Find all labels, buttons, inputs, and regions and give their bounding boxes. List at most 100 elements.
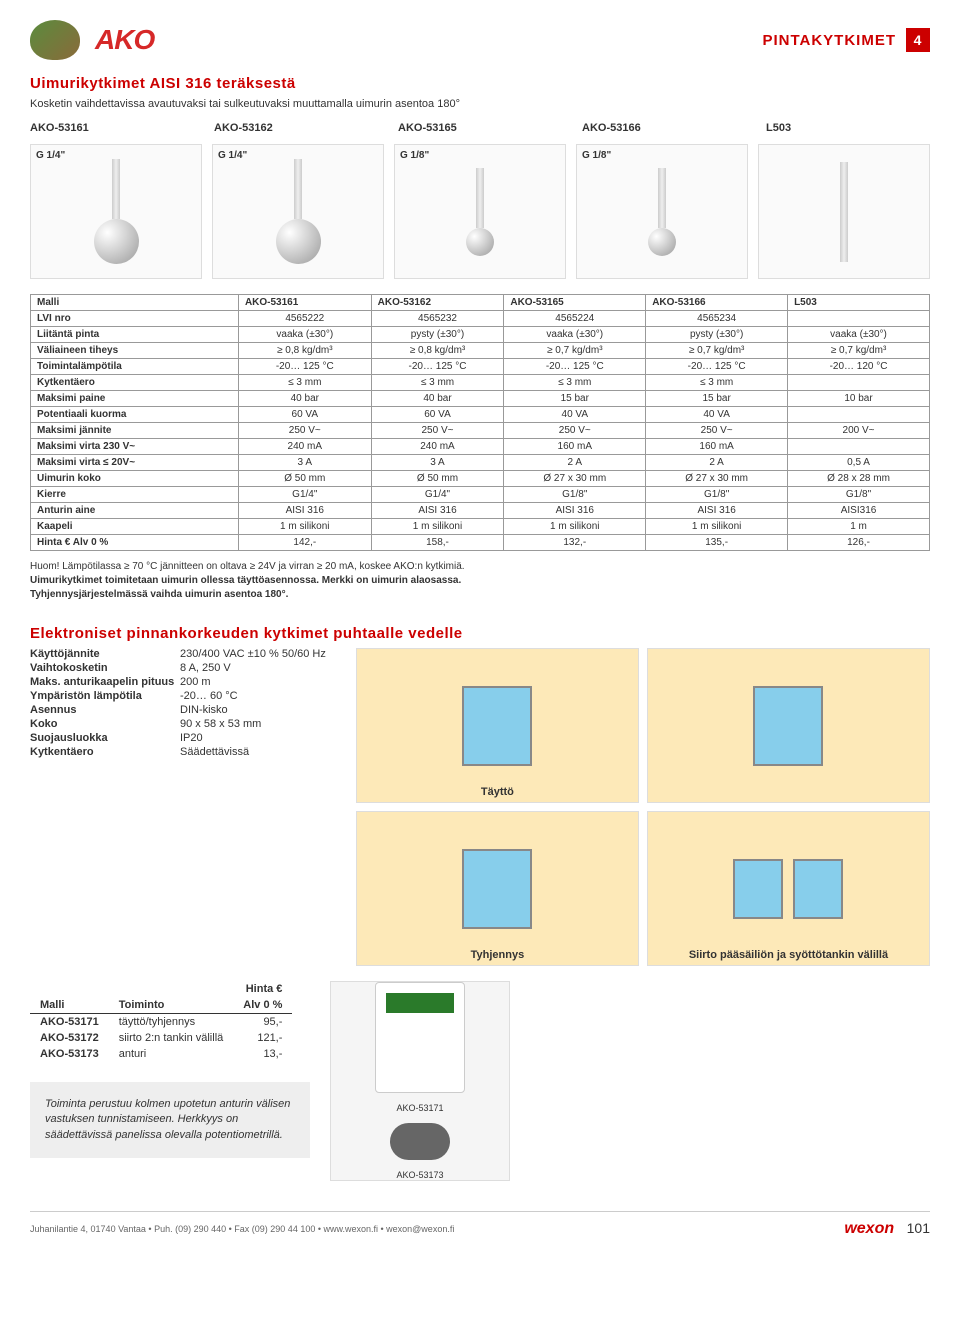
table-cell: 2 A [646, 455, 788, 471]
table-cell: pysty (±30°) [646, 327, 788, 343]
page-title: PINTAKYTKIMET [762, 32, 896, 49]
wexon-logo: wexon [844, 1220, 894, 1237]
table-row: Väliaineen tiheys≥ 0,8 kg/dm³≥ 0,8 kg/dm… [31, 343, 930, 359]
table-row: Maksimi jännite250 V~250 V~250 V~250 V~2… [31, 423, 930, 439]
model-label: AKO-53162 [214, 122, 378, 134]
table-cell: 4565222 [238, 311, 371, 327]
table-header: L503 [788, 295, 930, 311]
spec-row: SuojausluokkaIP20 [30, 732, 326, 744]
table-cell: 40 VA [504, 407, 646, 423]
float-diagram: G 1/8" [576, 144, 748, 279]
table-cell: 250 V~ [238, 423, 371, 439]
note-line: Huom! Lämpötilassa ≥ 70 °C jännitteen on… [30, 561, 930, 572]
stem-icon [112, 159, 120, 219]
price-col-header: Toiminto [109, 997, 234, 1014]
spec-row: Maks. anturikaapelin pituus200 m [30, 676, 326, 688]
table-cell: 3 A [238, 455, 371, 471]
table-cell: -20… 125 °C [371, 359, 504, 375]
table-header: Malli [31, 295, 239, 311]
table-cell: Väliaineen tiheys [31, 343, 239, 359]
wiring-label: Siirto pääsäiliön ja syöttötankin välill… [689, 949, 888, 961]
table-cell: Ø 27 x 30 mm [504, 471, 646, 487]
spec-label: Ympäristön lämpötila [30, 690, 180, 702]
table-cell: 142,- [238, 535, 371, 551]
price-col-header [30, 981, 109, 997]
table-cell: 240 mA [371, 439, 504, 455]
table-header: AKO-53162 [371, 295, 504, 311]
table-cell: 1 m silikoni [646, 519, 788, 535]
table-cell: 15 bar [504, 391, 646, 407]
table-cell [788, 407, 930, 423]
table-cell: ≥ 0,7 kg/dm³ [504, 343, 646, 359]
table-cell: 250 V~ [646, 423, 788, 439]
section1-title: Uimurikytkimet AISI 316 teräksestä [30, 75, 930, 92]
table-cell: 60 VA [238, 407, 371, 423]
section-number: 4 [906, 28, 930, 52]
spec-value: 200 m [180, 676, 211, 688]
tank-icon [753, 686, 823, 766]
price-table: Hinta € Malli Toiminto Alv 0 % AKO-53171… [30, 981, 292, 1062]
float-ball-icon [94, 219, 139, 264]
tank-icon [793, 859, 843, 919]
table-cell: G1/4" [238, 487, 371, 503]
table-row: Hinta € Alv 0 %142,-158,-132,-135,-126,- [31, 535, 930, 551]
table-cell [788, 375, 930, 391]
spec-label: Asennus [30, 704, 180, 716]
table-cell: ≤ 3 mm [238, 375, 371, 391]
float-diagram: G 1/4" [30, 144, 202, 279]
table-cell: Kytkentäero [31, 375, 239, 391]
table-cell: G1/4" [371, 487, 504, 503]
price-col-header: Malli [30, 997, 109, 1014]
table-cell: Ø 50 mm [238, 471, 371, 487]
table-cell: Ø 27 x 30 mm [646, 471, 788, 487]
table-cell: Maksimi jännite [31, 423, 239, 439]
price-col-header: Alv 0 % [233, 997, 292, 1014]
wiring-diagram: Siirto pääsäiliön ja syöttötankin välill… [647, 811, 930, 966]
model-label: AKO-53165 [398, 122, 562, 134]
spec-row: Ympäristön lämpötila-20… 60 °C [30, 690, 326, 702]
spec-value: -20… 60 °C [180, 690, 238, 702]
wiring-diagram: Täyttö [356, 648, 639, 803]
table-cell: G1/8" [788, 487, 930, 503]
table-cell: pysty (±30°) [371, 327, 504, 343]
wiring-label: Tyhjennys [471, 949, 525, 961]
wiring-diagram: Tyhjennys [356, 811, 639, 966]
spec-row: KytkentäeroSäädettävissä [30, 746, 326, 758]
table-row: Maksimi paine40 bar40 bar15 bar15 bar10 … [31, 391, 930, 407]
table-cell: 2 A [504, 455, 646, 471]
float-ball-icon [276, 219, 321, 264]
float-diagram [758, 144, 930, 279]
table-row: KierreG1/4"G1/4"G1/8"G1/8"G1/8" [31, 487, 930, 503]
table-row: Kaapeli1 m silikoni1 m silikoni1 m silik… [31, 519, 930, 535]
spec-row: Vaihtokosketin8 A, 250 V [30, 662, 326, 674]
table-cell: 40 bar [371, 391, 504, 407]
table-cell: 160 mA [646, 439, 788, 455]
table-header: AKO-53165 [504, 295, 646, 311]
table-cell: 15 bar [646, 391, 788, 407]
table-cell: LVI nro [31, 311, 239, 327]
table-row: LVI nro4565222456523245652244565234 [31, 311, 930, 327]
notes: Huom! Lämpötilassa ≥ 70 °C jännitteen on… [30, 561, 930, 600]
table-cell: Maksimi paine [31, 391, 239, 407]
table-cell: Kierre [31, 487, 239, 503]
spec-value: 8 A, 250 V [180, 662, 231, 674]
table-cell: 240 mA [238, 439, 371, 455]
table-row: Toimintalämpötila-20… 125 °C-20… 125 °C-… [31, 359, 930, 375]
price-row: AKO-53171täyttö/tyhjennys95,- [30, 1014, 292, 1031]
price-row: AKO-53173anturi13,- [30, 1046, 292, 1062]
model-label: L503 [766, 122, 930, 134]
spec-value: 230/400 VAC ±10 % 50/60 Hz [180, 648, 326, 660]
table-row: Anturin aineAISI 316AISI 316AISI 316AISI… [31, 503, 930, 519]
wiring-label: Täyttö [481, 786, 514, 798]
spec-list: Käyttöjännite230/400 VAC ±10 % 50/60 HzV… [30, 648, 326, 758]
price-row: AKO-53172siirto 2:n tankin välillä121,- [30, 1030, 292, 1046]
table-cell: Ø 50 mm [371, 471, 504, 487]
page-title-block: PINTAKYTKIMET 4 [762, 28, 930, 52]
spec-label: Koko [30, 718, 180, 730]
table-row: Maksimi virta 230 V~240 mA240 mA160 mA16… [31, 439, 930, 455]
price-col-header [109, 981, 234, 997]
price-cell: AKO-53171 [30, 1014, 109, 1031]
price-cell: 13,- [233, 1046, 292, 1062]
table-cell: vaaka (±30°) [788, 327, 930, 343]
float-diagram: G 1/8" [394, 144, 566, 279]
